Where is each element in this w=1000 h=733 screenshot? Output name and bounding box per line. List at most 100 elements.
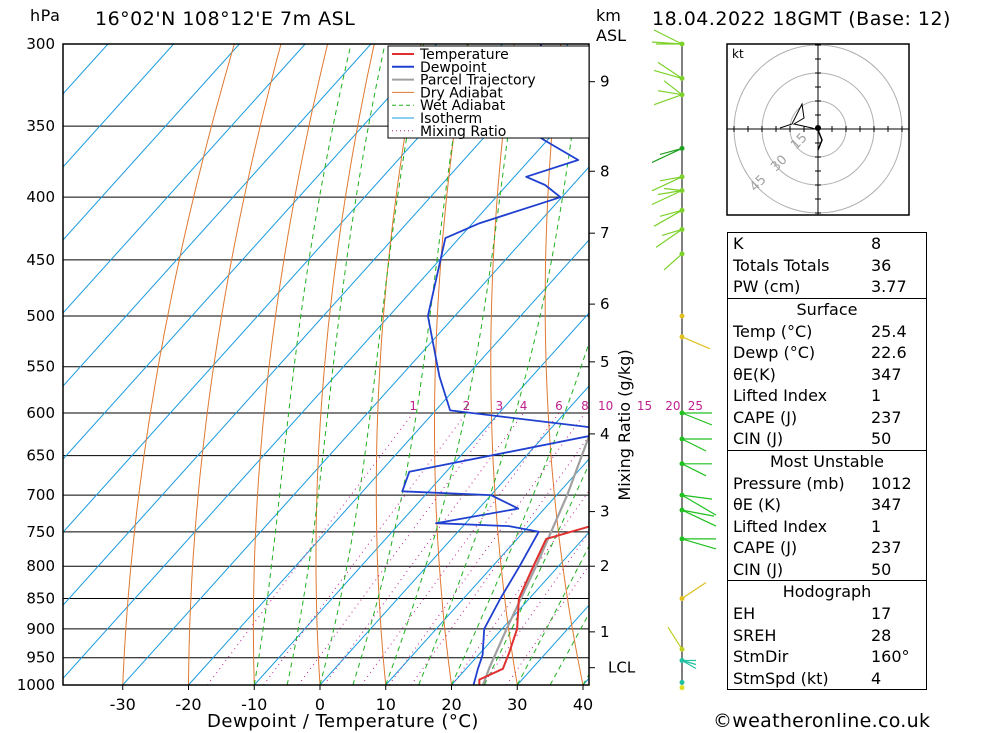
index-row: CIN (J) 50 <box>728 559 926 581</box>
wind-barb <box>667 626 683 650</box>
index-label: θE(K) <box>733 364 776 384</box>
wind-level-dot <box>679 92 685 98</box>
isotherm-line <box>253 312 589 685</box>
index-value: 1 <box>871 516 882 536</box>
index-label: PW (cm) <box>733 277 801 296</box>
mixing-ratio-line <box>506 564 589 685</box>
wind-level-dot <box>679 492 685 498</box>
mixing-ratio-line <box>206 412 414 685</box>
pressure-tick-label: 900 <box>26 620 55 638</box>
wet-adiabat-line <box>385 44 522 685</box>
index-value: 347 <box>871 495 902 514</box>
index-row: CAPE (J) 237 <box>728 537 926 559</box>
wet-adiabat-line <box>286 44 386 685</box>
pressure-tick-label: 400 <box>26 188 55 206</box>
index-row: Pressure (mb) 1012 <box>728 473 926 495</box>
wind-barb <box>681 412 713 426</box>
wind-barb <box>651 187 683 206</box>
km-tick-label: 4 <box>600 425 610 443</box>
index-label: CAPE (J) <box>733 538 798 557</box>
dry-adiabat-line <box>934 44 1000 685</box>
index-row: PW (cm) 3.77 <box>728 276 926 298</box>
km-tick-label: 3 <box>600 503 610 521</box>
isotherm-line <box>63 44 306 314</box>
wet-adiabat-line <box>516 545 589 685</box>
legend-item: Mixing Ratio <box>420 124 506 140</box>
wet-adiabat-line <box>253 44 352 685</box>
pressure-tick-label: 350 <box>26 117 55 135</box>
wind-level-dot <box>679 41 685 47</box>
most-unstable-title: Most Unstable <box>770 451 884 471</box>
km-tick-label: 7 <box>600 224 610 242</box>
wind-barb <box>653 209 683 227</box>
hodograph-trace <box>779 102 819 131</box>
x-tick-label: 20 <box>441 695 461 714</box>
index-row: Totals Totals 36 <box>728 255 926 277</box>
dry-adiabat-line <box>375 44 422 685</box>
legend-item: Wet Adiabat <box>420 98 506 114</box>
pressure-tick-label: 650 <box>26 447 55 465</box>
hodograph-title: Hodograph <box>782 582 872 601</box>
wet-adiabat-line <box>319 44 424 685</box>
pressure-tick-label: 700 <box>26 486 55 504</box>
mixing-ratio-line <box>297 412 500 685</box>
isotherm-line <box>63 44 438 460</box>
pressure-tick-label: 800 <box>26 557 55 575</box>
wind-level-dot <box>679 226 685 232</box>
index-label: Lifted Index <box>733 386 828 405</box>
isotherm-line <box>122 166 589 685</box>
mixing-ratio-line <box>388 412 586 685</box>
dry-adiabat-line <box>315 44 375 685</box>
wind-barb <box>651 176 683 192</box>
isotherm-line <box>63 44 240 241</box>
isotherm-line <box>319 385 589 685</box>
wind-level-dot <box>679 313 685 319</box>
index-value: 1012 <box>871 473 912 493</box>
legend-item: Isotherm <box>420 111 482 127</box>
temperature-line <box>478 525 589 685</box>
wind-level-dot <box>679 207 685 213</box>
copyright-footer[interactable]: ©weatheronline.co.uk <box>713 710 931 732</box>
pressure-tick-label: 600 <box>26 404 55 422</box>
wind-barb <box>681 438 712 452</box>
mixing-ratio-label: 3 <box>496 399 504 413</box>
legend-item: Dry Adiabat <box>420 85 503 101</box>
mixing-ratio-label: 4 <box>520 399 528 413</box>
wet-adiabat-line <box>549 612 589 685</box>
wind-barb <box>651 29 683 45</box>
index-value: 160° <box>871 647 910 666</box>
legend-item: Dewpoint <box>420 60 487 76</box>
index-label: K <box>733 234 744 253</box>
km-tick-label: LCL <box>608 659 636 677</box>
wind-barb <box>681 463 712 477</box>
index-value: 1 <box>871 386 882 405</box>
index-label: Lifted Index <box>733 516 828 536</box>
x-tick-label: 0 <box>315 695 325 714</box>
isotherm-line <box>63 93 589 680</box>
storm-motion-marker <box>815 125 821 131</box>
dry-adiabat-line <box>544 44 584 685</box>
km-tick-label: 9 <box>600 73 610 91</box>
mixing-ratio-line <box>323 412 525 685</box>
pressure-tick-label: 950 <box>26 649 55 667</box>
wind-level-dot <box>679 187 685 193</box>
index-label: StmDir <box>733 647 789 666</box>
km-unit: km <box>596 6 621 25</box>
x-tick-label: 30 <box>507 695 527 714</box>
dry-adiabat-line <box>980 44 1000 685</box>
index-label: EH <box>733 604 756 623</box>
x-axis-title: Dewpoint / Temperature (°C) <box>207 711 479 732</box>
datetime-title: 18.04.2022 18GMT (Base: 12) <box>652 8 951 30</box>
wind-level-dot <box>679 145 685 151</box>
plot-frame <box>62 43 590 686</box>
dry-adiabat-line <box>188 44 282 685</box>
mixing-ratio-label: 20 <box>665 399 680 413</box>
index-row: Dewp (°C) 22.6 <box>728 342 926 364</box>
mixing-ratio-line <box>410 435 589 685</box>
isotherm-line <box>385 458 589 685</box>
index-row: StmSpd (kt) 4 <box>728 668 926 690</box>
index-value: 50 <box>871 429 892 448</box>
wind-level-dot <box>679 685 685 691</box>
